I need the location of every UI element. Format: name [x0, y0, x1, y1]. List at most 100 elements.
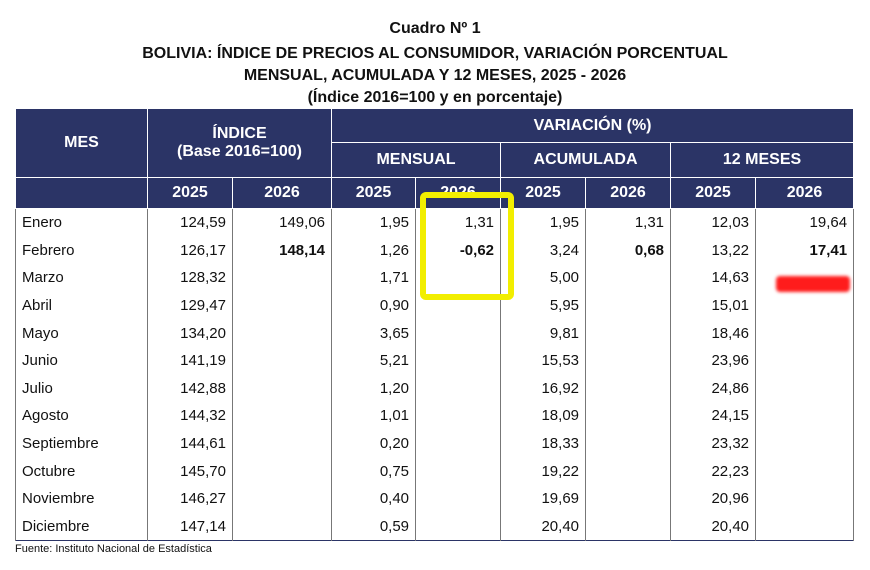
subtitle: (Índice 2016=100 y en porcentaje) [307, 89, 563, 106]
year-header: 2025 [500, 177, 587, 209]
value-cell [231, 429, 333, 458]
value-cell: 16,92 [500, 374, 587, 403]
value-cell [231, 319, 333, 347]
table-row: Enero 124,59 149,06 1,95 1,31 1,95 1,31 12,03 19… [15, 208, 855, 237]
value-cell: 3,24 [500, 236, 587, 265]
year-header: 2025 [331, 177, 417, 209]
value-cell [415, 457, 502, 485]
table-row: Junio 141,19 5,21 15,53 23,96 [15, 346, 855, 375]
value-cell [415, 291, 502, 320]
value-cell [755, 374, 855, 403]
value-cell [755, 484, 855, 513]
title: Cuadro Nº 1 [389, 20, 481, 37]
month-cell: Noviembre [15, 484, 148, 513]
value-cell: 24,15 [670, 402, 757, 430]
table-row: Octubre 145,70 0,75 19,22 22,23 [15, 457, 855, 485]
value-cell [231, 484, 333, 513]
header-text: ÍNDICE [212, 125, 267, 142]
value-cell: 146,27 [147, 484, 233, 513]
value-cell: 22,23 [670, 457, 757, 485]
month-cell: Abril [15, 291, 148, 320]
header-cell: 12 MESES [670, 142, 855, 178]
value-cell [231, 402, 333, 430]
value-cell: 23,96 [670, 346, 757, 375]
value-cell: 129,47 [147, 291, 233, 320]
value-cell: 1,20 [331, 374, 417, 403]
value-cell [231, 512, 333, 541]
month-cell: Agosto [15, 402, 148, 430]
value-cell [585, 374, 672, 403]
value-cell [585, 484, 672, 513]
value-cell [231, 291, 333, 320]
year-header: 2025 [147, 177, 233, 209]
value-cell [415, 402, 502, 430]
value-cell [585, 429, 672, 458]
value-cell [755, 402, 855, 430]
value-cell: 18,09 [500, 402, 587, 430]
table-row: Agosto 144,32 1,01 18,09 24,15 [15, 402, 855, 430]
value-cell: 17,41 [755, 236, 855, 265]
value-cell: 3,65 [331, 319, 417, 347]
value-cell: -0,62 [415, 236, 502, 265]
value-cell [231, 457, 333, 485]
value-cell: 0,68 [585, 236, 672, 265]
value-cell [755, 264, 855, 292]
value-cell: 15,01 [670, 291, 757, 320]
value-cell [415, 264, 502, 292]
title: MENSUAL, ACUMULADA Y 12 MESES, 2025 - 20… [243, 67, 627, 84]
value-cell: 19,69 [500, 484, 587, 513]
header-cell: VARIACIÓN (%) [331, 108, 855, 143]
value-cell: 5,00 [500, 264, 587, 292]
value-cell: 12,03 [670, 208, 757, 237]
footer: Fuente: Instituto Nacional de Estadístic… [15, 543, 212, 555]
value-cell: 1,01 [331, 402, 417, 430]
value-cell [585, 457, 672, 485]
value-cell: 14,63 [670, 264, 757, 292]
value-cell [231, 346, 333, 375]
value-cell: 0,20 [331, 429, 417, 458]
year-header: 2025 [670, 177, 757, 209]
table-row: Noviembre 146,27 0,40 19,69 20,96 [15, 484, 855, 513]
month-cell: Junio [15, 346, 148, 375]
value-cell [585, 402, 672, 430]
month-cell: Marzo [15, 264, 148, 292]
value-cell: 1,71 [331, 264, 417, 292]
value-cell: 20,96 [670, 484, 757, 513]
value-cell: 19,22 [500, 457, 587, 485]
value-cell: 134,20 [147, 319, 233, 347]
header-text: (Base 2016=100) [177, 143, 302, 160]
value-cell [415, 429, 502, 458]
value-cell: 5,95 [500, 291, 587, 320]
value-cell [755, 346, 855, 375]
month-cell: Diciembre [15, 512, 148, 541]
month-cell: Julio [15, 374, 148, 403]
header-cell: ACUMULADA [500, 142, 672, 178]
header-cell: ÍNDICE (Base 2016=100) [146, 108, 333, 178]
month-cell: Febrero [15, 236, 148, 265]
value-cell: 23,32 [670, 429, 757, 458]
year-header: 2026 [415, 177, 502, 209]
value-cell: 142,88 [147, 374, 233, 403]
value-cell: 0,59 [331, 512, 417, 541]
value-cell [415, 484, 502, 513]
value-cell: 1,26 [331, 236, 417, 265]
month-cell: Mayo [15, 319, 148, 347]
year-header: 2026 [755, 177, 855, 209]
header-cell [15, 177, 148, 209]
header-cell: MENSUAL [331, 142, 502, 178]
table-row: Febrero 126,17 148,14 1,26 -0,62 3,24 0,68 13,2… [15, 236, 855, 265]
value-cell: 148,14 [231, 236, 333, 265]
table-row: Septiembre 144,61 0,20 18,33 23,32 [15, 429, 855, 458]
value-cell [755, 512, 855, 541]
value-cell: 0,90 [331, 291, 417, 320]
table-row: Diciembre 147,14 0,59 20,40 20,40 [15, 512, 855, 541]
value-cell [231, 264, 333, 292]
value-cell: 124,59 [147, 208, 233, 237]
value-cell: 20,40 [670, 512, 757, 541]
month-cell: Enero [15, 208, 148, 237]
value-cell: 20,40 [500, 512, 587, 541]
value-cell [415, 512, 502, 541]
table-row: Mayo 134,20 3,65 9,81 18,46 [15, 319, 855, 347]
year-header: 2026 [585, 177, 672, 209]
